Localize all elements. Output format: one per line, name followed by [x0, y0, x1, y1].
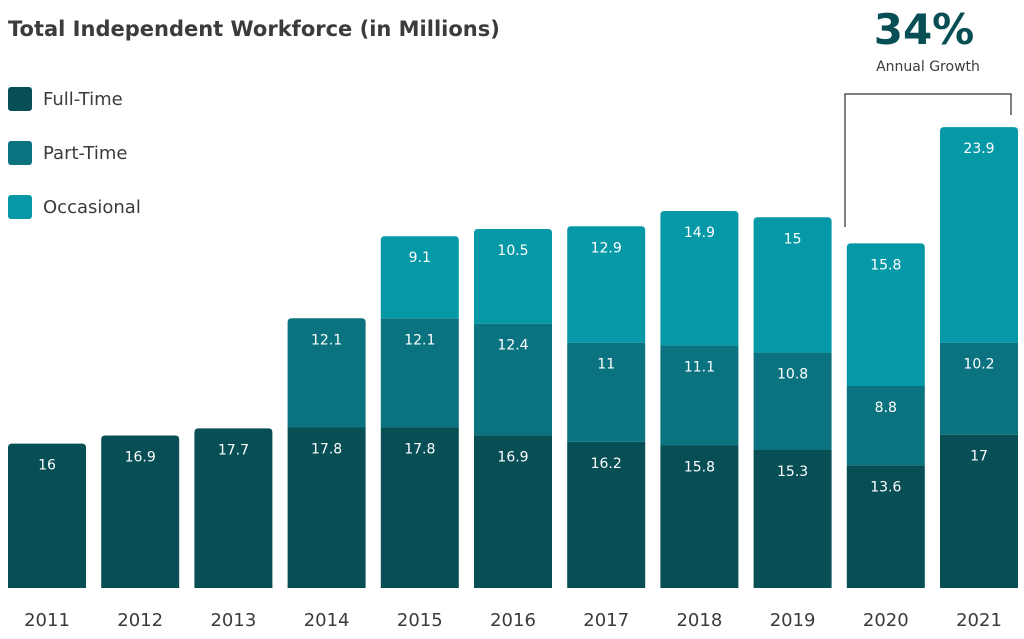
bar-part-time-2015	[380, 318, 459, 428]
bar-full-time-2011	[8, 443, 86, 588]
bar-full-time-2013	[194, 428, 273, 588]
x-tick-label-2013: 2013	[210, 610, 256, 631]
bar-occasional-2016	[474, 229, 552, 324]
data-label-occasional-2018: 14.9	[684, 225, 715, 241]
bar-full-time-2017	[567, 441, 646, 588]
data-label-full-time-2015: 17.8	[404, 441, 435, 457]
legend-item-part-time: Part-Time	[8, 141, 127, 165]
bar-part-time-2018	[660, 345, 739, 446]
legend-item-full-time: Full-Time	[8, 87, 123, 111]
bar-full-time-2020	[846, 465, 925, 588]
legend-swatch-part-time	[8, 141, 32, 165]
legend-swatch-occasional	[8, 195, 32, 219]
bar-occasional-2018	[660, 210, 739, 346]
data-label-occasional-2019: 15	[784, 231, 802, 247]
legend-item-occasional: Occasional	[8, 195, 141, 219]
bar-full-time-2012	[101, 435, 180, 588]
data-label-part-time-2021: 10.2	[963, 357, 994, 373]
bar-full-time-2016	[474, 435, 552, 588]
legend-label-occasional: Occasional	[43, 197, 141, 218]
growth-callout-value: 34%	[874, 5, 975, 54]
data-label-occasional-2015: 9.1	[409, 250, 431, 266]
x-tick-label-2016: 2016	[490, 610, 536, 631]
data-label-part-time-2019: 10.8	[777, 367, 808, 383]
bar-part-time-2020	[846, 385, 925, 466]
bar-part-time-2014	[287, 318, 366, 428]
growth-callout: 34% Annual Growth	[844, 5, 1012, 227]
data-label-full-time-2018: 15.8	[684, 459, 715, 475]
data-label-part-time-2017: 11	[597, 357, 615, 373]
bar-occasional-2015	[380, 236, 459, 319]
data-label-occasional-2016: 10.5	[497, 243, 528, 259]
data-label-part-time-2018: 11.1	[684, 359, 715, 375]
data-label-full-time-2019: 15.3	[777, 464, 808, 480]
data-label-occasional-2017: 12.9	[591, 240, 622, 256]
data-label-part-time-2014: 12.1	[311, 332, 342, 348]
data-label-full-time-2021: 17	[970, 449, 988, 465]
bar-full-time-2021	[940, 434, 1018, 588]
bar-full-time-2014	[287, 427, 366, 588]
bar-occasional-2021	[940, 127, 1018, 343]
bar-full-time-2018	[660, 445, 739, 588]
data-label-occasional-2020: 15.8	[870, 257, 901, 273]
x-tick-label-2014: 2014	[304, 610, 350, 631]
bar-full-time-2019	[753, 449, 832, 588]
data-label-full-time-2017: 16.2	[591, 456, 622, 472]
x-tick-label-2015: 2015	[397, 610, 443, 631]
bar-part-time-2016	[474, 323, 552, 436]
chart-title: Total Independent Workforce (in Millions…	[8, 17, 500, 41]
bar-occasional-2019	[753, 217, 832, 353]
data-label-part-time-2016: 12.4	[497, 338, 528, 354]
legend-swatch-full-time	[8, 87, 32, 111]
bar-part-time-2017	[567, 342, 646, 442]
data-label-part-time-2015: 12.1	[404, 332, 435, 348]
growth-callout-label: Annual Growth	[876, 59, 980, 75]
x-axis: 2011 2012 2013 2014 2015 2016 2017 2018 2019 2020…	[24, 610, 1002, 631]
data-label-full-time-2012: 16.9	[125, 450, 156, 466]
data-label-full-time-2016: 16.9	[497, 450, 528, 466]
x-tick-label-2020: 2020	[863, 610, 909, 631]
data-label-full-time-2011: 16	[38, 458, 56, 474]
x-tick-label-2019: 2019	[770, 610, 816, 631]
legend: Full-Time Part-Time Occasional	[8, 87, 141, 219]
bar-occasional-2020	[846, 243, 925, 386]
data-label-part-time-2020: 8.8	[875, 400, 897, 416]
legend-label-full-time: Full-Time	[43, 89, 123, 110]
data-label-full-time-2014: 17.8	[311, 441, 342, 457]
x-tick-label-2018: 2018	[676, 610, 722, 631]
legend-label-part-time: Part-Time	[43, 143, 127, 164]
bar-full-time-2015	[380, 427, 459, 588]
bar-occasional-2017	[567, 226, 646, 343]
data-label-full-time-2020: 13.6	[870, 479, 901, 495]
data-label-occasional-2021: 23.9	[963, 141, 994, 157]
bar-labels: 16 16.9 17.7 17.8 12.1 17.8 12.1 9.1 16.9 12.4 10.…	[38, 141, 995, 495]
bar-part-time-2021	[940, 342, 1018, 435]
bars	[8, 127, 1018, 588]
x-tick-label-2012: 2012	[117, 610, 163, 631]
bar-part-time-2019	[753, 352, 832, 450]
growth-bracket	[844, 93, 1012, 227]
x-tick-label-2021: 2021	[956, 610, 1002, 631]
data-label-full-time-2013: 17.7	[218, 442, 249, 458]
x-tick-label-2017: 2017	[583, 610, 629, 631]
x-tick-label-2011: 2011	[24, 610, 70, 631]
